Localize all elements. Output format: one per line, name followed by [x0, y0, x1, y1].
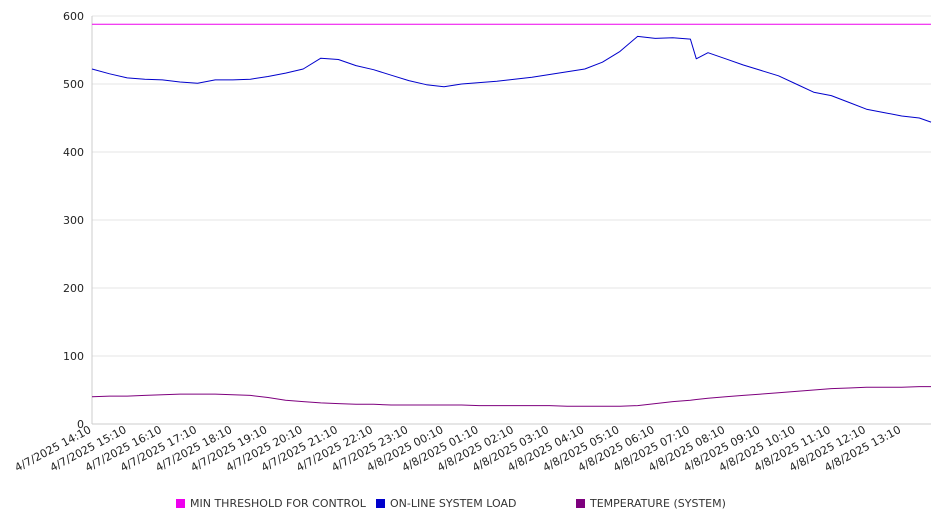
- series-line-online-system-load: [91, 35, 932, 123]
- y-tick-label: 0: [77, 418, 84, 431]
- y-tick-label: 200: [63, 282, 84, 295]
- legend-label-temperature: TEMPERATURE (SYSTEM): [590, 497, 726, 510]
- legend-item-online-system-load[interactable]: ON-LINE SYSTEM LOAD: [376, 497, 516, 510]
- axes: [91, 16, 931, 425]
- x-axis-tick-labels: 4/7/2025 14:104/7/2025 15:104/7/2025 16:…: [13, 423, 903, 474]
- legend-swatch-temperature: [576, 499, 585, 508]
- legend-item-temperature[interactable]: TEMPERATURE (SYSTEM): [576, 497, 726, 510]
- y-axis-tick-labels: 0 100 200 300 400 500 600: [63, 10, 84, 431]
- legend-item-min-threshold[interactable]: MIN THRESHOLD FOR CONTROL: [176, 497, 366, 510]
- y-tick-label: 400: [63, 146, 84, 159]
- legend-swatch-min-threshold: [176, 499, 185, 508]
- series-line-temperature: [91, 386, 931, 407]
- series-lines: [91, 23, 932, 407]
- y-tick-label: 100: [63, 350, 84, 363]
- gridlines: [92, 15, 931, 357]
- legend-label-online-system-load: ON-LINE SYSTEM LOAD: [390, 497, 517, 510]
- y-tick-label: 300: [63, 214, 84, 227]
- legend-label-min-threshold: MIN THRESHOLD FOR CONTROL: [190, 497, 366, 510]
- legend-swatch-online-system-load: [376, 499, 385, 508]
- legend: MIN THRESHOLD FOR CONTROL ON-LINE SYSTEM…: [0, 497, 946, 515]
- y-tick-label: 600: [63, 10, 84, 23]
- y-tick-label: 500: [63, 78, 84, 91]
